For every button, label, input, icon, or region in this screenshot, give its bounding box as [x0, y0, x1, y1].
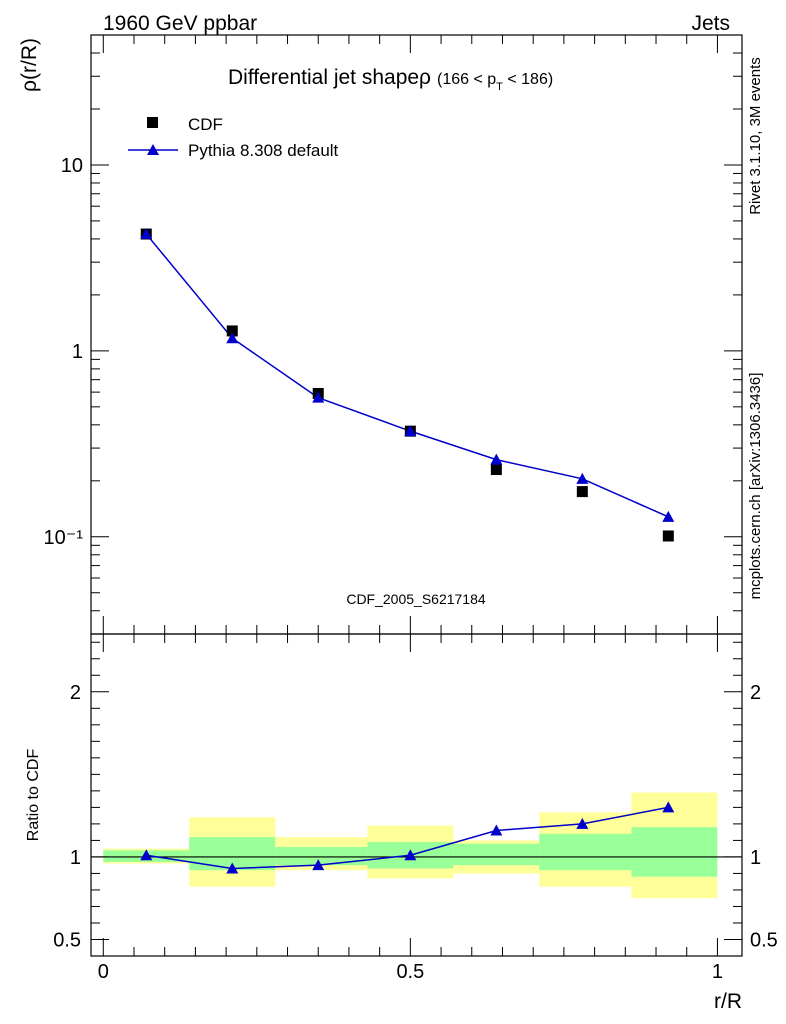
uncertainty-band-inner	[539, 833, 632, 871]
uncertainty-band-inner	[453, 843, 540, 866]
ratio-y-tick-label: 0.5	[53, 929, 81, 951]
ratio-panel: 2 2 1 1 0.5 0.5 0 0.5 1 r/R Ratio to CDF	[25, 633, 778, 1013]
ratio-data-point	[404, 849, 417, 861]
y-tick-label: 1	[72, 341, 83, 363]
x-axis-label: r/R	[714, 990, 742, 1013]
pythia-data-point	[226, 332, 239, 344]
ratio-data-point	[312, 859, 325, 871]
y-tick-label: 10⁻¹	[44, 527, 84, 549]
process-label: Jets	[691, 12, 730, 35]
legend-cdf-label: CDF	[188, 115, 223, 134]
y-tick-label: 10	[61, 155, 83, 177]
legend-cdf-marker	[147, 117, 158, 128]
ratio-data-point	[490, 824, 503, 836]
x-tick-label: 0.5	[396, 961, 424, 983]
uncertainty-band-inner	[631, 827, 718, 877]
chart-title-range: (166 < p	[437, 71, 496, 88]
side-source-label: mcplots.cern.ch [arXiv:1306.3436]	[747, 373, 764, 600]
pythia-data-point	[662, 510, 675, 522]
chart-title-range-end: < 186)	[503, 71, 553, 88]
pythia-data-point	[490, 453, 503, 465]
legend-pythia-marker	[147, 144, 159, 155]
ratio-y-tick-label: 1	[70, 847, 81, 869]
ratio-y-axis-label: Ratio to CDF	[25, 749, 42, 842]
energy-label: 1960 GeV ppbar	[103, 12, 257, 35]
ratio-data-point	[226, 862, 239, 874]
chart-title-main: Differential jet shapeρ	[228, 66, 431, 89]
ratio-plot-frame	[90, 633, 743, 957]
ratio-y-tick-label: 2	[70, 682, 81, 704]
side-rivet-label: Rivet 3.1.10, 3M events	[747, 57, 764, 215]
pythia-data-point	[140, 228, 153, 240]
chart-title: Differential jet shapeρ (166 < pT < 186)	[228, 66, 553, 93]
pythia-data-point	[576, 472, 589, 484]
x-tick-label: 0	[98, 961, 109, 983]
pythia-series-line	[145, 233, 669, 518]
cdf-data-point	[662, 530, 674, 542]
ratio-data-point	[140, 849, 153, 861]
x-tick-label: 1	[712, 961, 723, 983]
pythia-data-point	[404, 425, 417, 437]
pythia-data-point	[312, 391, 325, 403]
cdf-data-point	[490, 464, 502, 476]
cdf-data-point	[576, 486, 588, 498]
ratio-data-point	[662, 801, 675, 813]
legend-pythia-label: Pythia 8.308 default	[188, 141, 339, 160]
cdf-data-point	[226, 325, 238, 337]
ratio-y-tick-label-right: 0.5	[750, 929, 778, 951]
ratio-data-point	[576, 817, 589, 829]
y-axis-label: ρ(r/R)	[18, 38, 41, 92]
ratio-y-tick-label-right: 2	[750, 682, 761, 704]
main-panel: 10 1 10⁻¹ ρ(r/R) Differential jet shapeρ (166…	[18, 34, 743, 635]
uncertainty-band-inner	[275, 847, 368, 866]
ratio-y-tick-label-right: 1	[750, 847, 761, 869]
analysis-watermark: CDF_2005_S6217184	[346, 591, 486, 607]
chart-title-sub: T	[496, 81, 503, 93]
